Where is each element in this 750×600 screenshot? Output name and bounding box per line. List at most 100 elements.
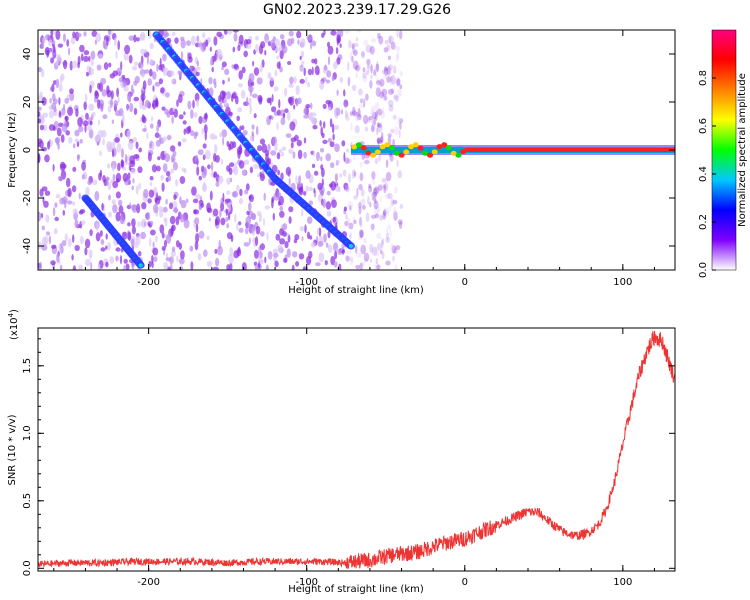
heatmap-noise-mark [150, 229, 156, 236]
heatmap-noise-mark [90, 262, 93, 270]
heatmap-noise-mark [169, 202, 173, 210]
heatmap-noise-mark [387, 64, 393, 70]
heatmap-noise-mark [238, 160, 245, 169]
heatmap-noise-mark [384, 67, 389, 77]
heatmap-noise-mark [339, 30, 344, 37]
heatmap-noise-mark [288, 216, 292, 224]
heatmap-noise-mark [397, 116, 402, 126]
heatmap-noise-mark [276, 109, 281, 116]
heatmap-noise-mark [274, 69, 278, 77]
heatmap-noise-mark [334, 124, 339, 130]
heatmap-noise-mark [94, 91, 100, 99]
heatmap-noise-mark [393, 206, 397, 216]
heatmap-band-fragment [445, 145, 452, 151]
heatmap-noise-mark [381, 69, 386, 75]
heatmap-noise-mark [365, 212, 370, 223]
heatmap-noise-mark [391, 245, 397, 254]
heatmap-noise-mark [183, 111, 186, 116]
heatmap-noise-mark [52, 164, 55, 172]
heatmap-noise-mark [288, 177, 291, 185]
heatmap-noise-mark [307, 68, 313, 76]
heatmap-noise-mark [71, 254, 74, 261]
heatmap-noise-mark [167, 266, 171, 270]
heatmap-noise-mark [63, 119, 66, 125]
heatmap-noise-mark [272, 212, 275, 221]
heatmap-noise-mark [347, 61, 350, 71]
heatmap-noise-mark [105, 233, 108, 240]
heatmap-noise-mark [204, 149, 211, 160]
heatmap-noise-mark [314, 58, 318, 65]
heatmap-noise-mark [303, 114, 310, 119]
heatmap-noise-mark [330, 181, 336, 191]
heatmap-noise-mark [319, 120, 322, 127]
heatmap-noise-mark [327, 106, 332, 111]
heatmap-noise-mark [377, 122, 383, 128]
heatmap-noise-mark [390, 75, 393, 83]
heatmap-noise-mark [118, 77, 123, 83]
heatmap-noise-mark [335, 107, 341, 116]
heatmap-noise-mark [331, 76, 335, 82]
heatmap-noise-mark [241, 125, 245, 131]
heatmap-noise-mark [390, 156, 394, 162]
heatmap-noise-mark [379, 91, 385, 99]
heatmap-noise-mark [166, 170, 171, 177]
heatmap-noise-mark [294, 234, 300, 241]
heatmap-noise-mark [279, 238, 286, 245]
heatmap-noise-mark [149, 181, 153, 187]
heatmap-noise-mark [375, 63, 380, 73]
heatmap-noise-mark [311, 40, 317, 47]
heatmap-noise-mark [360, 51, 365, 57]
heatmap-noise-mark [389, 229, 392, 237]
heatmap-noise-mark [94, 135, 101, 143]
heatmap-noise-mark [215, 181, 220, 187]
heatmap-noise-mark [390, 128, 395, 134]
heatmap-noise-mark [127, 222, 131, 227]
heatmap-noise-mark [269, 97, 272, 106]
heatmap-noise-mark [126, 129, 131, 140]
heatmap-noise-mark [366, 58, 371, 66]
heatmap-noise-mark [138, 182, 142, 190]
heatmap-noise-mark [367, 64, 373, 72]
heatmap-noise-mark [365, 44, 372, 53]
heatmap-noise-mark [130, 238, 135, 248]
heatmap-noise-mark [312, 124, 318, 130]
heatmap-noise-mark [179, 257, 185, 265]
heatmap-noise-mark [95, 32, 102, 43]
heatmap-noise-mark [390, 242, 394, 252]
heatmap-noise-mark [379, 78, 385, 87]
heatmap-noise-mark [120, 132, 123, 138]
heatmap-noise-mark [128, 54, 133, 64]
heatmap-noise-mark [277, 244, 283, 253]
heatmap-noise-mark [329, 118, 333, 128]
heatmap-noise-mark [41, 244, 48, 251]
heatmap-noise-mark [345, 255, 350, 262]
heatmap-noise-mark [170, 263, 173, 270]
heatmap-noise-mark [383, 75, 389, 80]
heatmap-noise-mark [144, 99, 150, 108]
heatmap-noise-mark [280, 117, 286, 126]
heatmap-noise-mark [290, 137, 297, 143]
heatmap-noise-mark [343, 152, 346, 162]
heatmap-noise-mark [344, 186, 350, 192]
heatmap-noise-mark [46, 231, 50, 236]
heatmap-noise-mark [386, 76, 391, 83]
heatmap-noise-mark [202, 154, 206, 161]
heatmap-noise-mark [384, 207, 390, 215]
heatmap-noise-mark [38, 66, 42, 73]
heatmap-noise-mark [116, 142, 122, 153]
heatmap-noise-mark [359, 162, 363, 168]
heatmap-noise-mark [142, 80, 147, 91]
heatmap-noise-mark [303, 266, 306, 270]
heatmap-noise-mark [121, 148, 124, 159]
heatmap-noise-mark [147, 152, 152, 162]
heatmap-noise-mark [349, 232, 352, 240]
heatmap-noise-mark [343, 182, 349, 190]
heatmap-noise-mark [385, 237, 391, 244]
heatmap-noise-mark [161, 182, 165, 192]
heatmap-band-fragment [436, 144, 443, 150]
heatmap-noise-mark [161, 232, 165, 239]
heatmap-noise-mark [213, 36, 218, 46]
heatmap-noise-mark [271, 94, 274, 103]
heatmap-noise-mark [375, 87, 381, 97]
heatmap-noise-mark [330, 162, 335, 169]
